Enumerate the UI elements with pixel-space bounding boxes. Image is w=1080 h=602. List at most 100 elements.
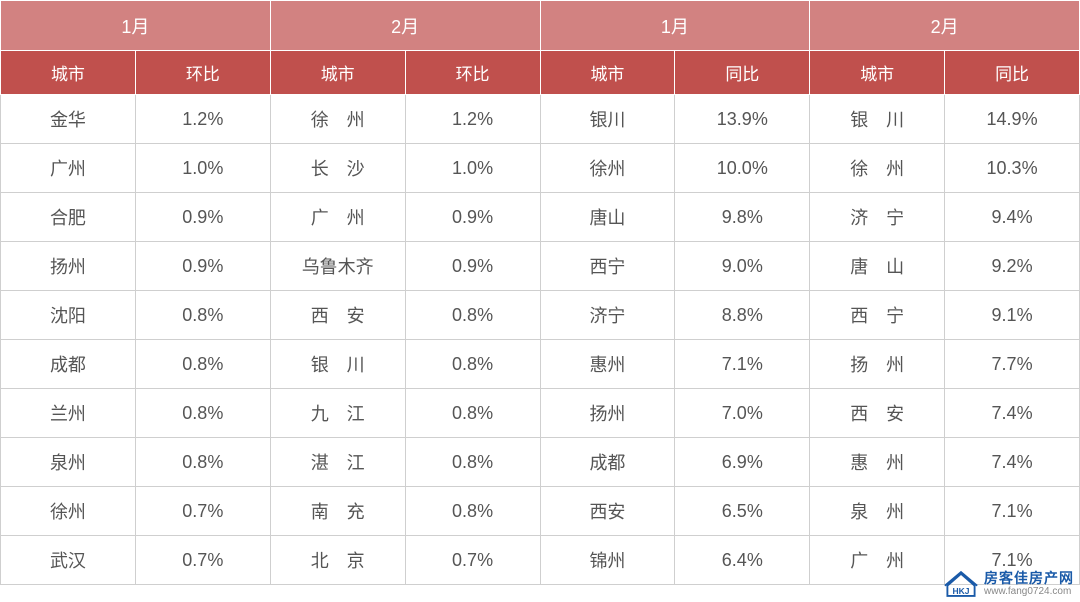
value-cell: 14.9% (945, 95, 1080, 144)
col-city-3: 城市 (540, 51, 675, 95)
value-cell: 1.0% (405, 144, 540, 193)
city-cell: 湛 江 (270, 438, 405, 487)
city-cell: 徐州 (540, 144, 675, 193)
city-cell: 泉 州 (810, 487, 945, 536)
table-row: 武汉0.7%北 京0.7%锦州6.4%广 州7.1% (1, 536, 1080, 585)
house-logo-icon: HKJ (944, 570, 978, 598)
value-cell: 0.8% (135, 438, 270, 487)
value-cell: 7.1% (675, 340, 810, 389)
city-cell: 惠州 (540, 340, 675, 389)
value-cell: 0.8% (135, 389, 270, 438)
city-cell: 兰州 (1, 389, 136, 438)
value-cell: 10.0% (675, 144, 810, 193)
table-row: 徐州0.7%南 充0.8%西安6.5%泉 州7.1% (1, 487, 1080, 536)
city-cell: 成都 (1, 340, 136, 389)
col-city-1: 城市 (1, 51, 136, 95)
watermark-brand: 房客佳房产网 (984, 571, 1074, 585)
value-cell: 6.4% (675, 536, 810, 585)
value-cell: 9.2% (945, 242, 1080, 291)
watermark: HKJ 房客佳房产网 www.fang0724.com (944, 570, 1074, 598)
city-cell: 徐州 (1, 487, 136, 536)
table-row: 扬州0.9%乌鲁木齐0.9%西宁9.0%唐 山9.2% (1, 242, 1080, 291)
data-table-container: 1月 2月 1月 2月 城市 环比 城市 环比 城市 同比 城市 同比 金华1.… (0, 0, 1080, 585)
city-cell: 长 沙 (270, 144, 405, 193)
city-cell: 西 安 (270, 291, 405, 340)
city-cell: 泉州 (1, 438, 136, 487)
city-cell: 西宁 (540, 242, 675, 291)
value-cell: 0.7% (135, 487, 270, 536)
col-city-4: 城市 (810, 51, 945, 95)
city-cell: 北 京 (270, 536, 405, 585)
value-cell: 0.8% (405, 389, 540, 438)
value-cell: 7.4% (945, 389, 1080, 438)
header-month2-yoy: 2月 (810, 1, 1080, 51)
city-cell: 银 川 (270, 340, 405, 389)
value-cell: 7.4% (945, 438, 1080, 487)
city-cell: 南 充 (270, 487, 405, 536)
value-cell: 0.8% (135, 291, 270, 340)
col-city-2: 城市 (270, 51, 405, 95)
header-month2-mom: 2月 (270, 1, 540, 51)
header-month1-mom: 1月 (1, 1, 271, 51)
value-cell: 8.8% (675, 291, 810, 340)
city-cell: 广州 (1, 144, 136, 193)
city-cell: 乌鲁木齐 (270, 242, 405, 291)
city-cell: 沈阳 (1, 291, 136, 340)
table-row: 合肥0.9%广 州0.9%唐山9.8%济 宁9.4% (1, 193, 1080, 242)
city-price-table: 1月 2月 1月 2月 城市 环比 城市 环比 城市 同比 城市 同比 金华1.… (0, 0, 1080, 585)
city-cell: 广 州 (270, 193, 405, 242)
city-cell: 扬 州 (810, 340, 945, 389)
table-row: 沈阳0.8%西 安0.8%济宁8.8%西 宁9.1% (1, 291, 1080, 340)
value-cell: 1.2% (405, 95, 540, 144)
value-cell: 9.1% (945, 291, 1080, 340)
city-cell: 唐山 (540, 193, 675, 242)
value-cell: 0.8% (405, 438, 540, 487)
value-cell: 0.7% (135, 536, 270, 585)
city-cell: 武汉 (1, 536, 136, 585)
city-cell: 锦州 (540, 536, 675, 585)
svg-text:HKJ: HKJ (953, 586, 970, 596)
table-row: 成都0.8%银 川0.8%惠州7.1%扬 州7.7% (1, 340, 1080, 389)
value-cell: 7.1% (945, 487, 1080, 536)
city-cell: 成都 (540, 438, 675, 487)
city-cell: 扬州 (1, 242, 136, 291)
value-cell: 0.9% (135, 193, 270, 242)
value-cell: 7.0% (675, 389, 810, 438)
col-mom-1: 环比 (135, 51, 270, 95)
value-cell: 13.9% (675, 95, 810, 144)
header-row-months: 1月 2月 1月 2月 (1, 1, 1080, 51)
watermark-url: www.fang0724.com (984, 587, 1074, 597)
city-cell: 济宁 (540, 291, 675, 340)
city-cell: 扬州 (540, 389, 675, 438)
value-cell: 9.8% (675, 193, 810, 242)
city-cell: 广 州 (810, 536, 945, 585)
value-cell: 0.8% (405, 487, 540, 536)
col-yoy-4: 同比 (945, 51, 1080, 95)
value-cell: 0.9% (405, 193, 540, 242)
city-cell: 九 江 (270, 389, 405, 438)
value-cell: 0.8% (135, 340, 270, 389)
value-cell: 1.0% (135, 144, 270, 193)
col-mom-2: 环比 (405, 51, 540, 95)
city-cell: 惠 州 (810, 438, 945, 487)
col-yoy-3: 同比 (675, 51, 810, 95)
table-row: 广州1.0%长 沙1.0%徐州10.0%徐 州10.3% (1, 144, 1080, 193)
table-row: 泉州0.8%湛 江0.8%成都6.9%惠 州7.4% (1, 438, 1080, 487)
city-cell: 徐 州 (810, 144, 945, 193)
value-cell: 0.8% (405, 291, 540, 340)
city-cell: 西 宁 (810, 291, 945, 340)
value-cell: 6.5% (675, 487, 810, 536)
value-cell: 6.9% (675, 438, 810, 487)
value-cell: 7.7% (945, 340, 1080, 389)
table-body: 金华1.2%徐 州1.2%银川13.9%银 川14.9%广州1.0%长 沙1.0… (1, 95, 1080, 585)
value-cell: 0.9% (405, 242, 540, 291)
city-cell: 唐 山 (810, 242, 945, 291)
city-cell: 徐 州 (270, 95, 405, 144)
city-cell: 西 安 (810, 389, 945, 438)
value-cell: 9.4% (945, 193, 1080, 242)
city-cell: 西安 (540, 487, 675, 536)
city-cell: 银川 (540, 95, 675, 144)
header-month1-yoy: 1月 (540, 1, 810, 51)
city-cell: 银 川 (810, 95, 945, 144)
value-cell: 10.3% (945, 144, 1080, 193)
